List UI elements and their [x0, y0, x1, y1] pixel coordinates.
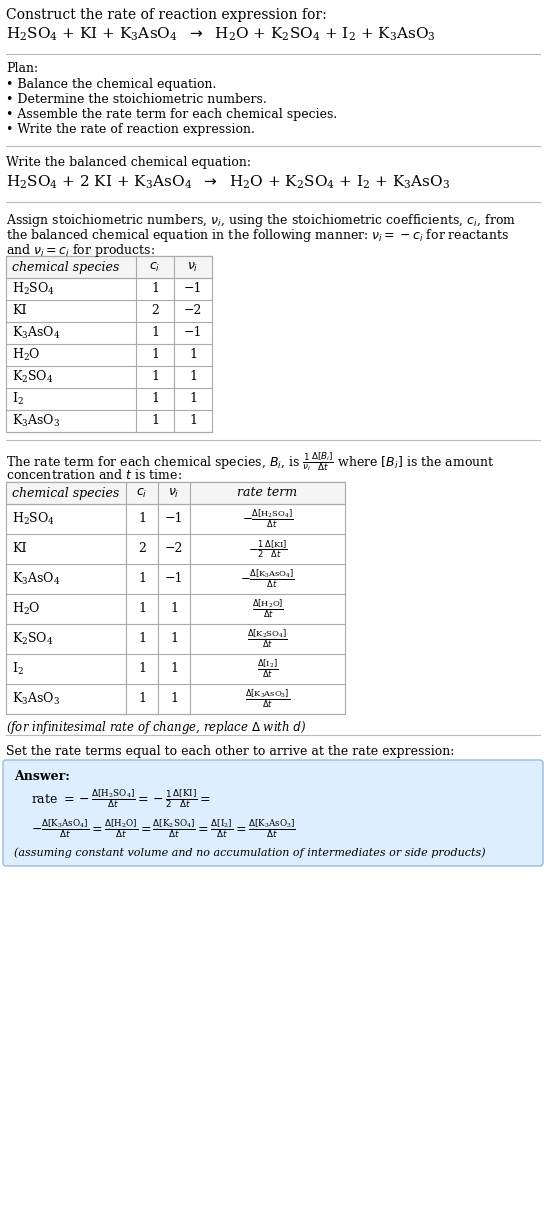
Text: • Balance the chemical equation.: • Balance the chemical equation.: [6, 78, 216, 90]
Text: $\nu_i$: $\nu_i$: [187, 260, 199, 274]
Text: and $\nu_i = c_i$ for products:: and $\nu_i = c_i$ for products:: [6, 242, 155, 259]
Text: Write the balanced chemical equation:: Write the balanced chemical equation:: [6, 156, 251, 169]
Text: 1: 1: [138, 603, 146, 615]
Bar: [6, 482, 345, 504]
Text: Answer:: Answer:: [14, 769, 70, 783]
Text: −2: −2: [184, 304, 202, 317]
Text: • Assemble the rate term for each chemical species.: • Assemble the rate term for each chemic…: [6, 109, 337, 121]
Text: $\mathregular{H_2SO_4}$: $\mathregular{H_2SO_4}$: [12, 281, 55, 297]
Text: 1: 1: [189, 349, 197, 362]
Text: concentration and $t$ is time:: concentration and $t$ is time:: [6, 468, 182, 482]
Text: $c_i$: $c_i$: [150, 260, 161, 274]
Text: $c_i$: $c_i$: [136, 486, 147, 499]
Bar: [6, 482, 345, 714]
Text: 1: 1: [151, 327, 159, 340]
Text: $\frac{\Delta[\mathregular{K_3AsO_3}]}{\Delta t}$: $\frac{\Delta[\mathregular{K_3AsO_3}]}{\…: [245, 687, 290, 710]
Text: $\frac{\Delta[\mathregular{K_2SO_4}]}{\Delta t}$: $\frac{\Delta[\mathregular{K_2SO_4}]}{\D…: [247, 628, 288, 650]
Text: The rate term for each chemical species, $B_i$, is $\frac{1}{\nu_i}\frac{\Delta[: The rate term for each chemical species,…: [6, 450, 495, 473]
Text: $\mathregular{K_2SO_4}$: $\mathregular{K_2SO_4}$: [12, 631, 54, 648]
Text: chemical species: chemical species: [12, 486, 119, 499]
Text: 2: 2: [138, 543, 146, 556]
Text: $-\frac{\Delta[\mathregular{K_3AsO_4}]}{\Delta t}$: $-\frac{\Delta[\mathregular{K_3AsO_4}]}{…: [240, 568, 295, 590]
Text: 2: 2: [151, 304, 159, 317]
Text: Set the rate terms equal to each other to arrive at the rate expression:: Set the rate terms equal to each other t…: [6, 745, 454, 759]
Text: $\mathregular{I_2}$: $\mathregular{I_2}$: [12, 391, 24, 408]
Text: 1: 1: [138, 692, 146, 706]
Text: −1: −1: [184, 327, 202, 340]
Text: rate term: rate term: [238, 486, 298, 499]
Text: $\mathregular{H_2O}$: $\mathregular{H_2O}$: [12, 601, 40, 617]
Text: $\mathregular{K_3AsO_4}$: $\mathregular{K_3AsO_4}$: [12, 570, 61, 587]
Text: • Write the rate of reaction expression.: • Write the rate of reaction expression.: [6, 123, 255, 136]
Text: 1: 1: [138, 662, 146, 675]
Text: −1: −1: [165, 573, 183, 585]
Text: $\mathregular{K_3AsO_3}$: $\mathregular{K_3AsO_3}$: [12, 691, 60, 707]
Text: 1: 1: [151, 349, 159, 362]
Text: $\mathregular{K_2SO_4}$: $\mathregular{K_2SO_4}$: [12, 369, 54, 385]
Text: 1: 1: [170, 692, 178, 706]
Text: $\mathregular{H_2SO_4}$ + KI + $\mathregular{K_3AsO_4}$  $\rightarrow$  $\mathre: $\mathregular{H_2SO_4}$ + KI + $\mathreg…: [6, 27, 436, 43]
FancyBboxPatch shape: [3, 760, 543, 866]
Text: 1: 1: [151, 282, 159, 295]
Text: (for infinitesimal rate of change, replace $\Delta$ with $d$): (for infinitesimal rate of change, repla…: [6, 719, 306, 736]
Text: 1: 1: [151, 392, 159, 405]
Text: $\frac{\Delta[\mathregular{H_2O}]}{\Delta t}$: $\frac{\Delta[\mathregular{H_2O}]}{\Delt…: [252, 598, 283, 620]
Text: −2: −2: [165, 543, 183, 556]
Text: $\nu_i$: $\nu_i$: [168, 486, 180, 499]
Text: −1: −1: [165, 513, 183, 526]
Text: 1: 1: [170, 603, 178, 615]
Text: 1: 1: [189, 392, 197, 405]
Text: Plan:: Plan:: [6, 62, 38, 75]
Text: 1: 1: [189, 370, 197, 384]
Text: $\mathregular{K_3AsO_4}$: $\mathregular{K_3AsO_4}$: [12, 324, 61, 341]
Text: $\mathregular{H_2SO_4}$ + 2 KI + $\mathregular{K_3AsO_4}$  $\rightarrow$  $\math: $\mathregular{H_2SO_4}$ + 2 KI + $\mathr…: [6, 174, 450, 192]
Text: KI: KI: [12, 543, 27, 556]
Bar: [6, 256, 212, 432]
Text: $\mathregular{I_2}$: $\mathregular{I_2}$: [12, 661, 24, 677]
Text: $\mathregular{H_2O}$: $\mathregular{H_2O}$: [12, 347, 40, 363]
Text: rate $= -\frac{\Delta[\mathregular{H_2SO_4}]}{\Delta t} = -\frac{1}{2}\frac{\Del: rate $= -\frac{\Delta[\mathregular{H_2SO…: [31, 788, 211, 809]
Text: 1: 1: [170, 632, 178, 645]
Text: KI: KI: [12, 304, 27, 317]
Text: 1: 1: [170, 662, 178, 675]
Text: 1: 1: [138, 573, 146, 585]
Text: the balanced chemical equation in the following manner: $\nu_i = -c_i$ for react: the balanced chemical equation in the fo…: [6, 227, 509, 244]
Text: Assign stoichiometric numbers, $\nu_i$, using the stoichiometric coefficients, $: Assign stoichiometric numbers, $\nu_i$, …: [6, 212, 516, 229]
Text: $\mathregular{K_3AsO_3}$: $\mathregular{K_3AsO_3}$: [12, 412, 60, 429]
Text: 1: 1: [138, 513, 146, 526]
Text: 1: 1: [138, 632, 146, 645]
Text: • Determine the stoichiometric numbers.: • Determine the stoichiometric numbers.: [6, 93, 267, 106]
Text: $\mathregular{H_2SO_4}$: $\mathregular{H_2SO_4}$: [12, 511, 55, 527]
Text: (assuming constant volume and no accumulation of intermediates or side products): (assuming constant volume and no accumul…: [14, 847, 485, 857]
Text: chemical species: chemical species: [12, 260, 119, 274]
Text: −1: −1: [184, 282, 202, 295]
Text: 1: 1: [189, 415, 197, 427]
Text: $-\frac{\Delta[\mathregular{H_2SO_4}]}{\Delta t}$: $-\frac{\Delta[\mathregular{H_2SO_4}]}{\…: [242, 508, 293, 531]
Bar: [6, 256, 212, 279]
Text: $-\frac{\Delta[\mathregular{K_3AsO_4}]}{\Delta t} = \frac{\Delta[\mathregular{H_: $-\frac{\Delta[\mathregular{K_3AsO_4}]}{…: [31, 816, 296, 839]
Text: $-\frac{1}{2}\frac{\Delta[\mathregular{KI}]}{\Delta t}$: $-\frac{1}{2}\frac{\Delta[\mathregular{K…: [247, 538, 288, 560]
Text: Construct the rate of reaction expression for:: Construct the rate of reaction expressio…: [6, 8, 327, 22]
Text: 1: 1: [151, 370, 159, 384]
Text: 1: 1: [151, 415, 159, 427]
Text: $\frac{\Delta[\mathregular{I_2}]}{\Delta t}$: $\frac{\Delta[\mathregular{I_2}]}{\Delta…: [257, 657, 278, 680]
